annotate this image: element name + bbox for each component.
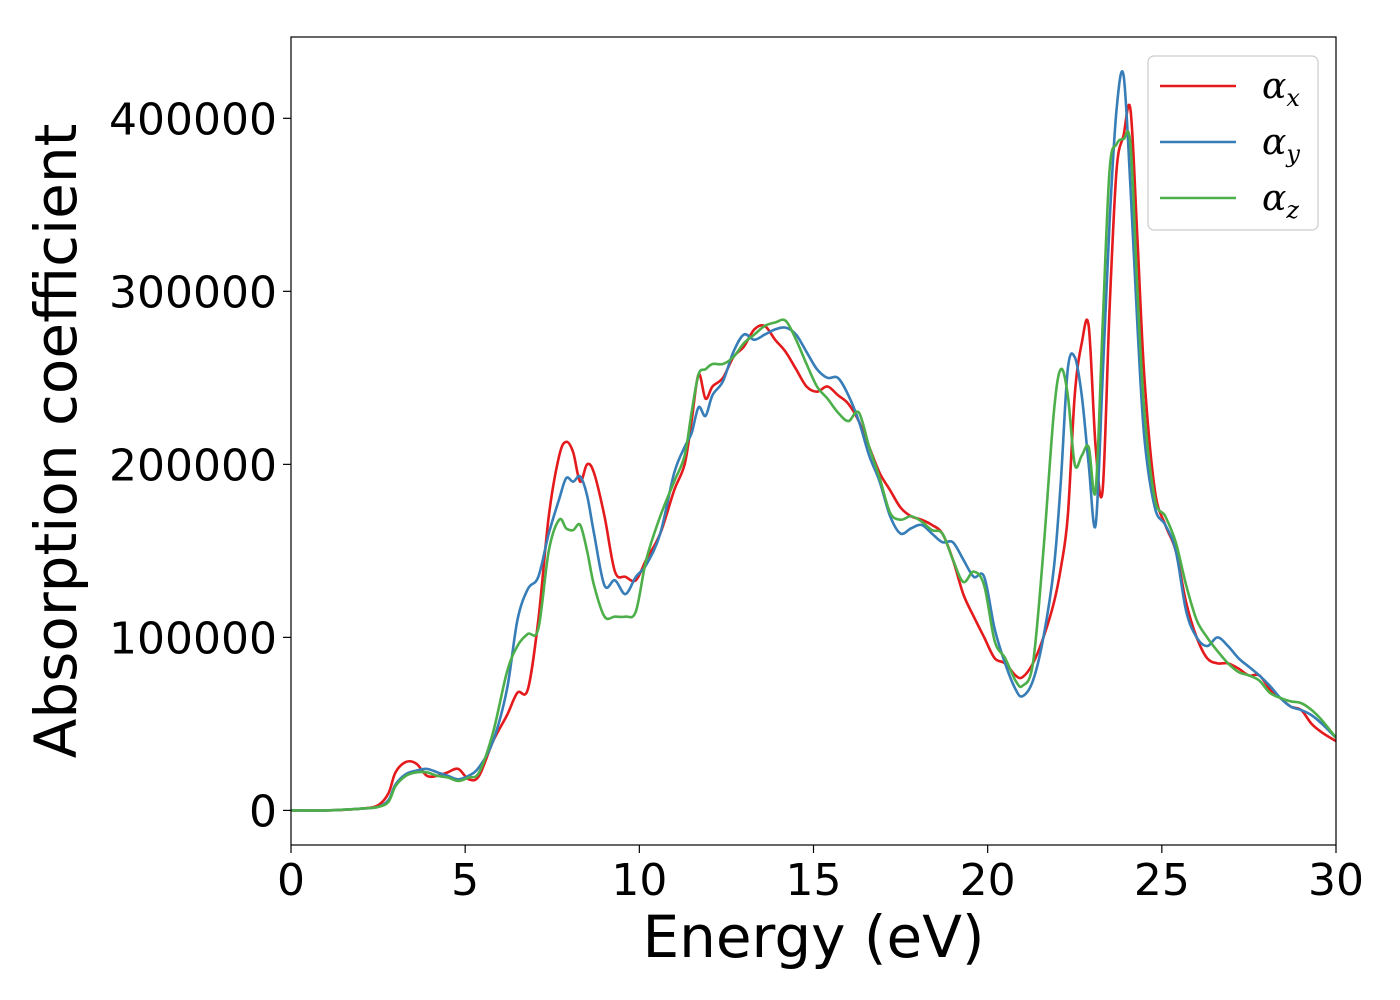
legend-label-y: αy: [1262, 122, 1300, 168]
series-line-z: [291, 130, 1336, 812]
legend-symbol: α: [1262, 66, 1286, 107]
y-tick-label: 300000: [109, 267, 277, 318]
legend-symbol: α: [1262, 178, 1286, 219]
legend-subscript: z: [1285, 196, 1299, 224]
y-tick-label: 0: [249, 786, 277, 837]
y-axis-title: Absorption coefficient: [22, 124, 90, 759]
x-axis-ticks: 0 5 10 15 20 25 30: [277, 845, 1364, 906]
plot-lines: [291, 70, 1336, 812]
legend-label-z: αz: [1262, 178, 1299, 224]
x-tick-label: 15: [786, 855, 842, 906]
y-axis-ticks: 0 100000 200000 300000 400000: [109, 94, 291, 837]
x-axis-title: Energy (eV): [642, 903, 984, 971]
x-tick-label: 25: [1134, 855, 1190, 906]
legend-label-x: αx: [1262, 66, 1300, 112]
legend-symbol: α: [1262, 122, 1286, 163]
series-line-y: [291, 70, 1336, 812]
x-tick-label: 30: [1308, 855, 1364, 906]
x-tick-label: 0: [277, 855, 305, 906]
x-tick-label: 5: [451, 855, 479, 906]
legend-subscript: x: [1286, 84, 1300, 112]
y-tick-label: 100000: [109, 613, 277, 664]
x-tick-label: 10: [611, 855, 667, 906]
x-tick-label: 20: [960, 855, 1016, 906]
y-tick-label: 200000: [109, 440, 277, 491]
y-tick-label: 400000: [109, 94, 277, 145]
legend-subscript: y: [1285, 140, 1300, 168]
